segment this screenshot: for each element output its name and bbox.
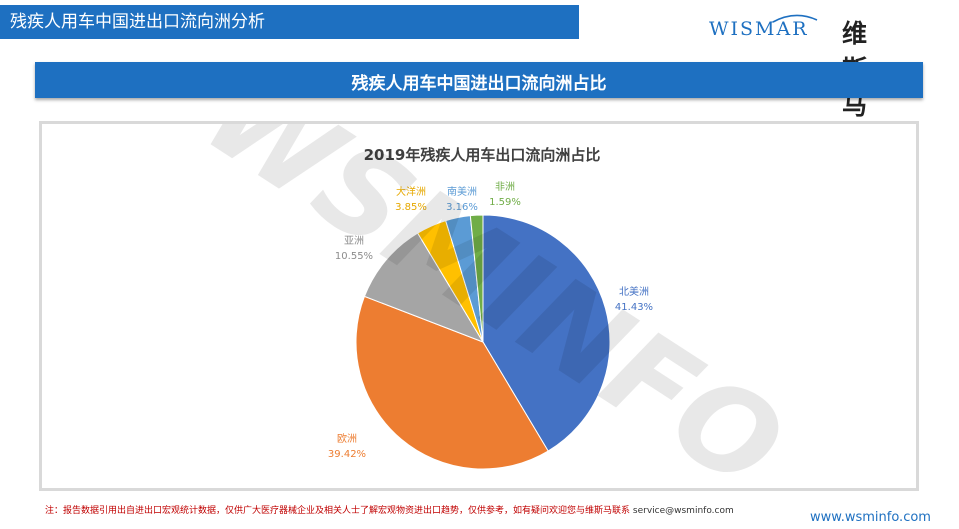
contact-email[interactable]: service@wsminfo.com — [633, 506, 734, 516]
pie-chart: 2019年残疾人用车出口流向洲占比 北美洲41.43%欧洲39.42%亚洲10.… — [42, 124, 916, 488]
page-title: 残疾人用车中国进出口流向洲分析 — [10, 11, 265, 33]
section-header: 残疾人用车中国进出口流向洲占比 — [35, 62, 923, 98]
header-bar: 残疾人用车中国进出口流向洲分析 — [0, 5, 579, 39]
pie-label-value-2: 39.42% — [328, 449, 366, 460]
pie-label-name-2: 欧洲 — [337, 433, 357, 445]
section-title: 残疾人用车中国进出口流向洲占比 — [35, 69, 923, 94]
footnote: 注：报告数据引用出自进出口宏观统计数据，仅供广大医疗器械企业及相关人士了解宏观物… — [45, 503, 734, 516]
logo-arc-icon — [771, 12, 819, 24]
chart-panel: 2019年残疾人用车出口流向洲占比 北美洲 41.43% 欧洲 39.42% 亚洲 10.… — [39, 121, 919, 491]
footnote-text: 注：报告数据引用出自进出口宏观统计数据，仅供广大医疗器械企业及相关人士了解宏观物… — [45, 506, 630, 516]
website-link[interactable]: www.wsminfo.com — [810, 510, 931, 525]
pie-label-name-6: 非洲 — [495, 181, 515, 193]
